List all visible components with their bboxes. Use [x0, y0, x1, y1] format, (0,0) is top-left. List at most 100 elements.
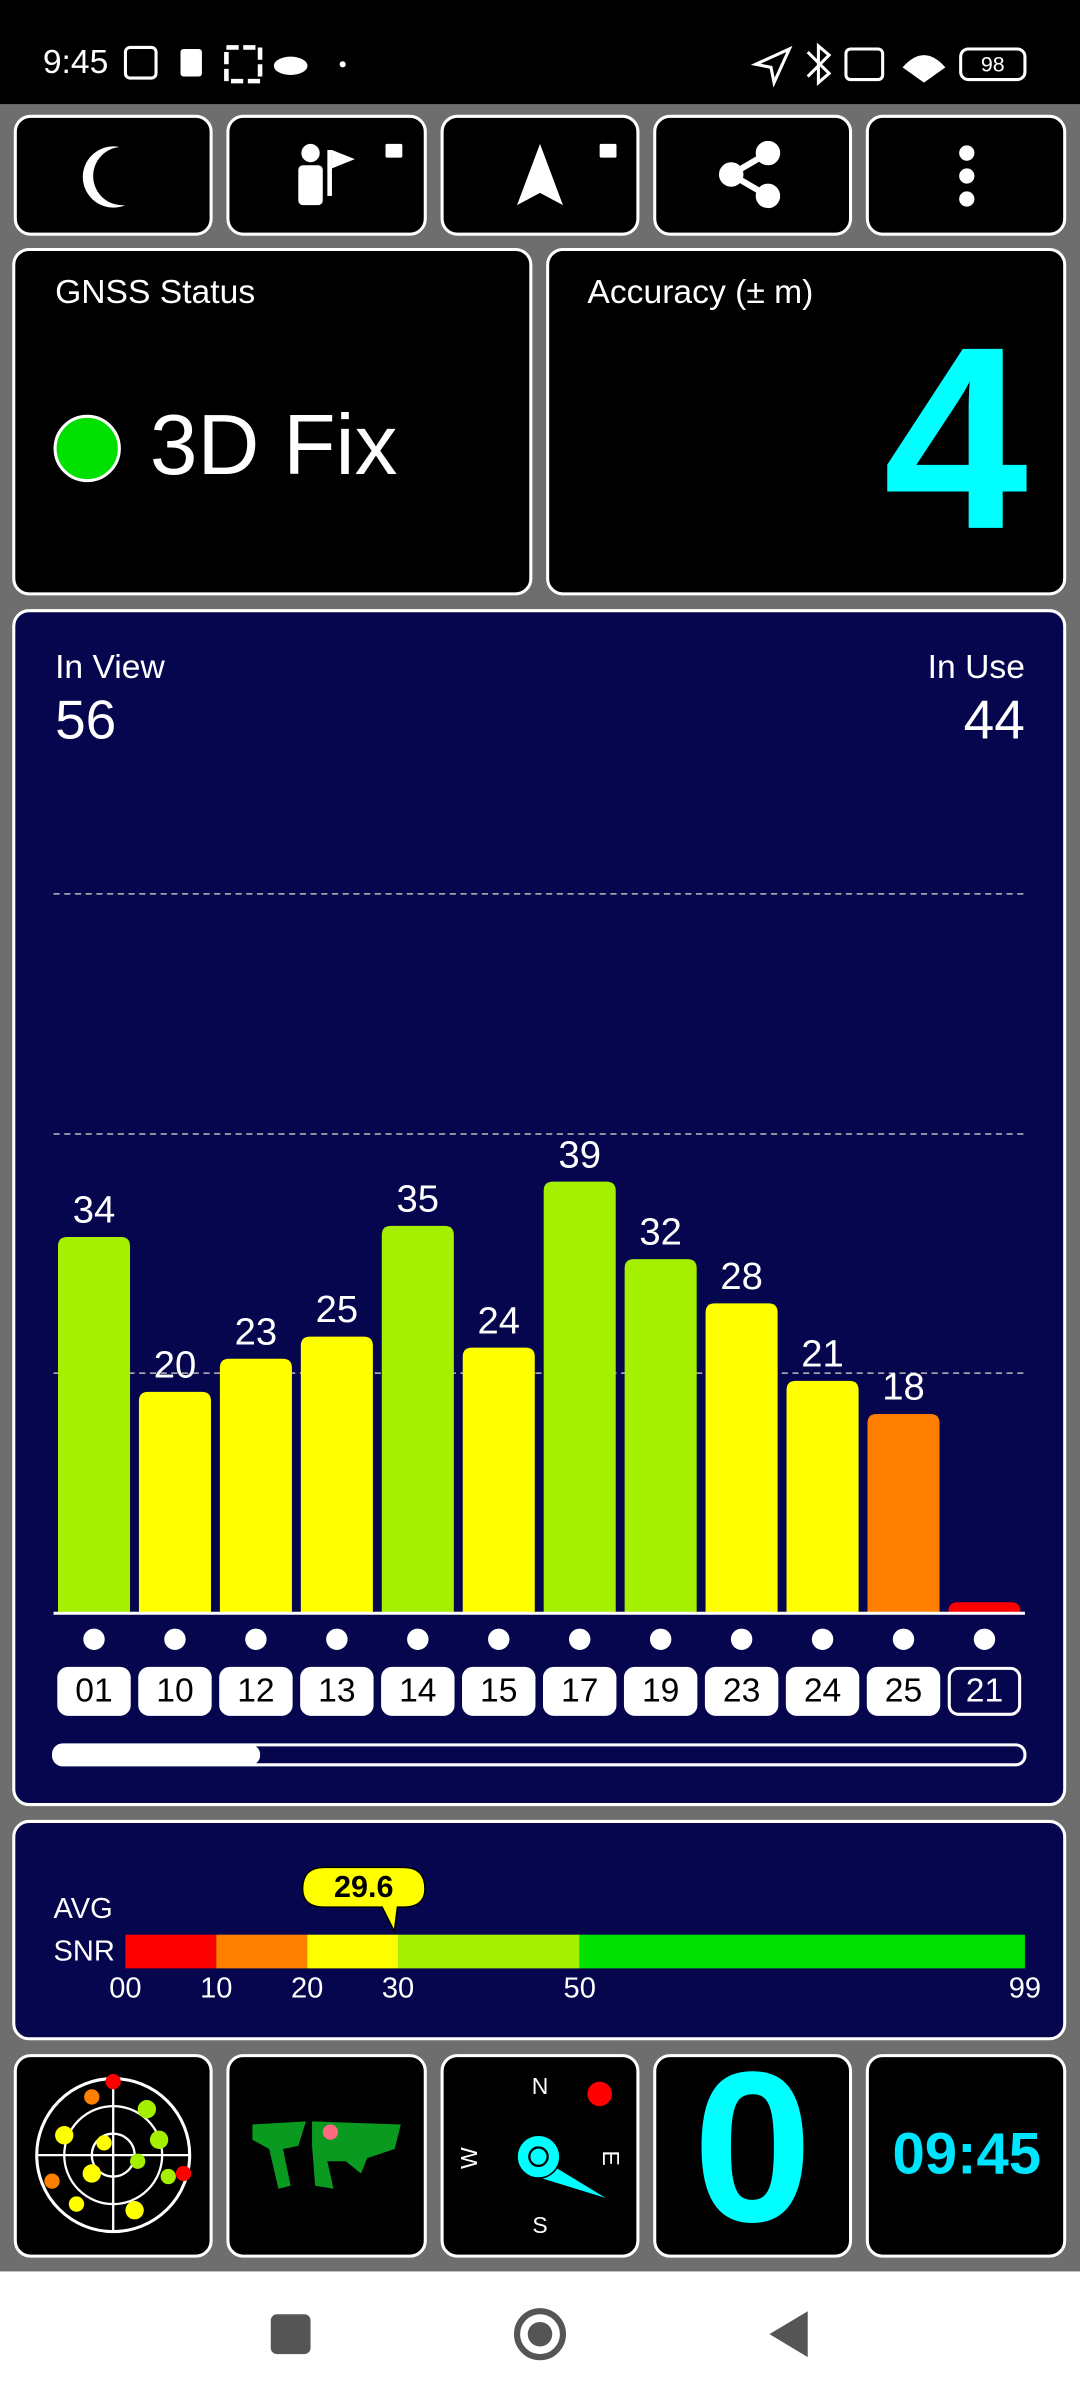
category-box — [704, 1666, 779, 1716]
recents-button[interactable] — [270, 2314, 311, 2355]
cloud-icon — [273, 56, 308, 75]
category-box — [300, 1666, 374, 1716]
x-tick-label: 12 — [237, 1673, 274, 1710]
satellite-dot — [245, 1628, 267, 1650]
x-tick-label: 21 — [966, 1673, 1003, 1710]
x-tick-label: 23 — [723, 1673, 760, 1710]
accuracy-title: Accuracy (± m) — [587, 274, 813, 311]
satellite-dot — [730, 1628, 753, 1650]
bar — [138, 1391, 211, 1614]
in-view-value: 56 — [55, 689, 116, 751]
battery-icon — [959, 47, 1027, 82]
gnss-status-tile — [12, 247, 533, 596]
value-label: 34 — [73, 1189, 116, 1232]
sky-plot-icon — [35, 2073, 192, 2234]
x-tick-label: 24 — [804, 1673, 841, 1710]
value-label: 39 — [558, 1133, 601, 1176]
gnss-status-value: 3D Fix — [150, 397, 398, 493]
x-tick-label: 10 — [200, 1972, 232, 2004]
bar — [948, 1602, 1021, 1614]
bar — [786, 1380, 859, 1614]
category-box — [542, 1666, 617, 1716]
category-box — [462, 1666, 536, 1716]
avg-marker — [301, 1866, 426, 1935]
value-label: 28 — [720, 1255, 763, 1298]
snr-segment — [125, 1934, 217, 1969]
bluetooth-icon — [806, 42, 832, 86]
x-tick-label: 14 — [399, 1673, 436, 1710]
share-button[interactable] — [653, 114, 853, 236]
world-map-icon — [249, 2118, 403, 2192]
bar — [300, 1336, 373, 1614]
location-icon — [750, 45, 793, 88]
share-icon — [718, 140, 781, 209]
apps-icon — [224, 45, 263, 84]
category-box — [785, 1666, 860, 1716]
bar — [705, 1303, 778, 1614]
category-box — [381, 1666, 455, 1716]
bar — [867, 1414, 940, 1614]
x-tick-label: 50 — [564, 1972, 596, 2004]
in-use-value: 44 — [964, 689, 1025, 751]
snr-segment — [307, 1934, 399, 1969]
compass-hub-inner — [528, 2146, 549, 2167]
snr-label-2: SNR — [54, 1936, 115, 1968]
x-tick-label: 10 — [156, 1673, 193, 1710]
menu-icon — [959, 145, 975, 207]
value-label: 18 — [882, 1366, 925, 1409]
category-box — [219, 1666, 293, 1716]
satellite-dot — [892, 1628, 915, 1650]
x-tick-label: 01 — [75, 1673, 112, 1710]
x-tick-label: 13 — [318, 1673, 355, 1710]
toolbar — [13, 114, 1067, 236]
clock-tile[interactable] — [865, 2054, 1067, 2258]
person-flag-icon — [298, 143, 403, 206]
compass-needle — [520, 2145, 606, 2198]
bar — [624, 1259, 697, 1614]
bar — [543, 1181, 616, 1614]
snr-segment — [398, 1934, 580, 1969]
flag-button[interactable] — [226, 114, 427, 236]
sim-off-icon — [844, 47, 885, 82]
category-box — [623, 1666, 698, 1716]
category-box — [57, 1666, 131, 1716]
back-button[interactable] — [769, 2311, 808, 2358]
speed-tile[interactable] — [653, 2054, 853, 2258]
compass-west: W — [456, 2147, 482, 2169]
satellite-dot — [164, 1628, 186, 1650]
x-tick-label: 15 — [480, 1673, 517, 1710]
status-bar — [0, 0, 1080, 105]
category-box — [947, 1666, 1022, 1716]
value-label: 25 — [316, 1288, 359, 1331]
x-tick-label: 17 — [561, 1673, 598, 1710]
value-label: 21 — [801, 1332, 844, 1375]
snr-label-1: AVG — [54, 1893, 113, 1925]
satellite-dot — [326, 1628, 348, 1650]
scrollbar-thumb[interactable] — [53, 1744, 261, 1765]
clock-value: 09:45 — [892, 2122, 1041, 2187]
compass-hub — [516, 2134, 561, 2179]
category-box — [138, 1666, 212, 1716]
nfc-icon — [123, 45, 158, 80]
x-tick-label: 30 — [382, 1972, 414, 2004]
home-button[interactable] — [513, 2308, 567, 2361]
night-mode-button[interactable] — [13, 114, 213, 236]
accuracy-tile — [546, 247, 1067, 596]
compass-east: E — [598, 2151, 624, 2166]
bar — [219, 1358, 292, 1614]
status-time: 9:45 — [43, 44, 108, 81]
avg-value: 29.6 — [334, 1870, 394, 1904]
x-tick-label: 19 — [642, 1673, 679, 1710]
bar — [57, 1236, 131, 1614]
satellite-dot — [407, 1628, 429, 1650]
value-label: 32 — [639, 1211, 682, 1254]
category-box — [866, 1666, 941, 1716]
home-button-dot — [527, 2321, 553, 2347]
dot-icon — [339, 61, 346, 68]
value-label: 23 — [235, 1310, 278, 1353]
bar — [381, 1225, 454, 1614]
satellite-dot — [973, 1628, 996, 1650]
compass-marker — [587, 2081, 612, 2107]
